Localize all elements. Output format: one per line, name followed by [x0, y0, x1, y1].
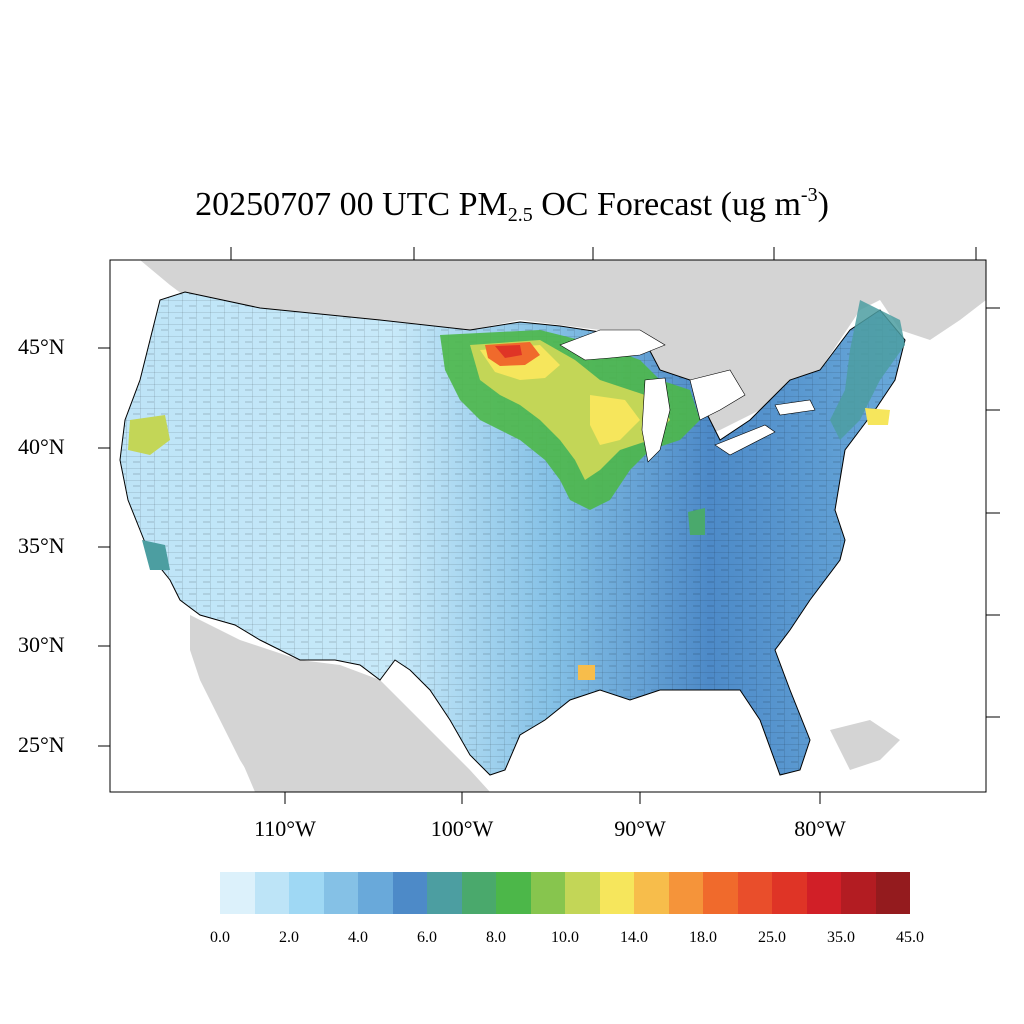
colorbar-swatch: [565, 872, 600, 914]
colorbar-swatch: [461, 872, 496, 914]
lat-label-45: 45°N: [18, 334, 65, 359]
colorbar-label: 10.0: [551, 929, 579, 946]
plume-oregon: [128, 415, 170, 455]
colorbar: [220, 872, 910, 914]
lat-label-40: 40°N: [18, 434, 65, 459]
colorbar-label: 4.0: [348, 929, 368, 946]
colorbar-swatch: [634, 872, 669, 914]
colorbar-label: 0.0: [210, 929, 230, 946]
colorbar-swatch: [427, 872, 462, 914]
colorbar-swatch: [668, 872, 703, 914]
colorbar-swatch: [358, 872, 393, 914]
plume-northeast: [830, 300, 905, 440]
colorbar-label: 35.0: [827, 929, 855, 946]
colorbar-label: 45.0: [896, 929, 924, 946]
colorbar-swatch: [220, 872, 255, 914]
plume-orange: [480, 345, 640, 445]
colorbar-swatch: [254, 872, 289, 914]
lat-ticks: [98, 347, 110, 747]
baja-land: [195, 620, 270, 792]
plume-california: [142, 540, 170, 570]
colorbar-label: 8.0: [486, 929, 506, 946]
top-ticks: [230, 247, 977, 260]
lake-erie: [714, 424, 776, 456]
colorbar-swatch: [806, 872, 841, 914]
lat-label-35: 35°N: [18, 533, 65, 558]
colorbar-swatch: [323, 872, 358, 914]
plume-massachusetts: [865, 408, 890, 425]
lat-label-30: 30°N: [18, 632, 65, 657]
caribbean-land: [830, 720, 900, 770]
colorbar-swatch: [772, 872, 807, 914]
right-ticks: [986, 307, 1000, 718]
colorbar-swatch: [599, 872, 634, 914]
county-boundaries: [120, 292, 905, 775]
colorbar-swatch: [841, 872, 876, 914]
lon-label-80: 80°W: [794, 816, 846, 841]
lake-michigan: [641, 377, 671, 463]
colorbar-swatch: [530, 872, 565, 914]
colorbar-swatch: [289, 872, 324, 914]
lon-ticks: [284, 792, 821, 804]
lon-label-90: 90°W: [614, 816, 666, 841]
lake-huron: [689, 369, 746, 421]
colorbar-label: 6.0: [417, 929, 437, 946]
colorbar-label: 18.0: [689, 929, 717, 946]
colorbar-label: 2.0: [279, 929, 299, 946]
colorbar-swatch: [392, 872, 427, 914]
colorbar-label: 14.0: [620, 929, 648, 946]
lon-label-110: 110°W: [254, 816, 316, 841]
map-title: 20250707 00 UTC PM2.5 OC Forecast (ug m-…: [195, 184, 829, 226]
colorbar-swatch: [703, 872, 738, 914]
colorbar-swatch: [496, 872, 531, 914]
lon-label-100: 100°W: [430, 816, 494, 841]
lake-superior: [559, 329, 666, 361]
map-frame: [109, 259, 987, 793]
mexico-land: [190, 615, 490, 792]
colorbar-label: 25.0: [758, 929, 786, 946]
colorbar-swatch: [737, 872, 772, 914]
plume-louisiana: [578, 665, 595, 680]
colorbar-swatch: [875, 872, 910, 914]
lat-label-25: 25°N: [18, 732, 65, 757]
plume-darkred: [495, 345, 522, 358]
plume-kentucky: [688, 508, 705, 535]
lake-ontario: [774, 399, 816, 416]
